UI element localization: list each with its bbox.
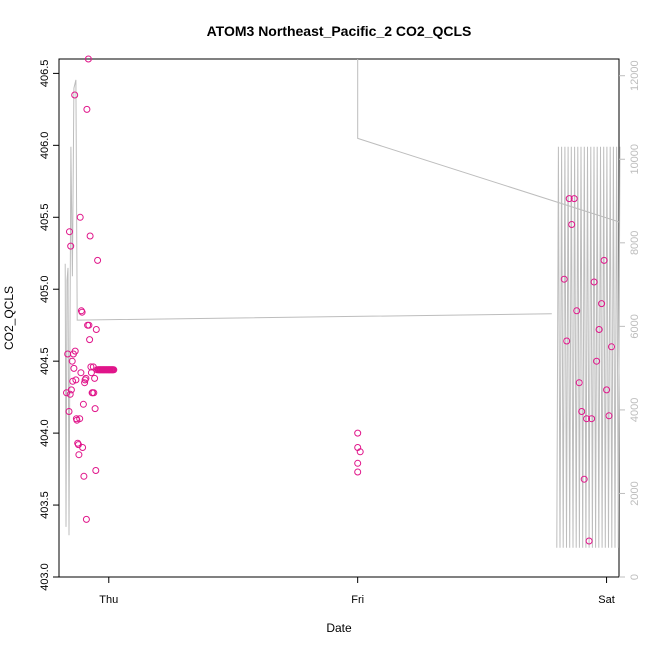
data-point — [72, 376, 80, 384]
data-point — [78, 308, 86, 316]
x-axis-label: Date — [326, 621, 352, 635]
y-tick-label: 406.0 — [39, 132, 51, 160]
y-tick-label: 406.5 — [39, 60, 51, 88]
data-point — [110, 366, 118, 374]
data-point — [91, 374, 99, 382]
y-tick-label: 405.5 — [39, 204, 51, 232]
y2-tick-label: 6000 — [629, 314, 641, 338]
x-tick-label: Thu — [99, 594, 118, 606]
data-point — [90, 389, 98, 397]
y-tick-label: 404.0 — [39, 419, 51, 447]
data-point — [580, 475, 588, 483]
plot-frame — [58, 58, 620, 578]
data-point — [66, 390, 74, 398]
data-point — [563, 337, 571, 345]
data-point — [560, 275, 568, 283]
data-point — [68, 357, 76, 365]
y-axis-label: CO2_QCLS — [2, 286, 16, 350]
data-point — [71, 347, 79, 355]
y-axis: 403.0 403.5 404.0 404.5 405.0 405.5 406.0 406.5 — [39, 60, 59, 591]
data-point — [598, 300, 606, 308]
y-tick-label: 403.5 — [39, 491, 51, 519]
y2-tick-label: 2000 — [629, 481, 641, 505]
data-point — [92, 467, 100, 474]
data-point — [575, 379, 583, 387]
altitude-line — [556, 146, 621, 548]
data-point — [585, 537, 593, 545]
data-point — [77, 369, 85, 377]
data-point — [79, 400, 87, 408]
data-point — [573, 307, 581, 315]
data-point — [600, 256, 608, 264]
data-point — [76, 213, 84, 221]
data-point — [79, 444, 87, 451]
x-tick-label: Fri — [351, 594, 364, 606]
x-tick-label: Sat — [598, 594, 615, 606]
x-axis: Thu Fri Sat — [99, 577, 615, 606]
data-point — [80, 472, 88, 480]
data-point — [94, 256, 102, 264]
y2-tick-label: 12000 — [629, 60, 641, 91]
data-point — [603, 386, 611, 394]
data-point — [595, 326, 603, 333]
data-point — [354, 468, 362, 476]
y-tick-label: 404.5 — [39, 347, 51, 375]
data-point — [354, 459, 362, 467]
data-point — [67, 386, 75, 394]
data-point — [75, 451, 83, 459]
data-point — [91, 405, 99, 413]
y-tick-label: 403.0 — [39, 563, 51, 591]
data-point — [85, 321, 93, 329]
data-point — [71, 91, 79, 99]
data-point — [82, 374, 90, 382]
altitude-line-layer — [64, 59, 621, 548]
data-point — [593, 357, 601, 365]
data-point — [69, 377, 77, 385]
data-point — [588, 415, 596, 423]
data-point — [605, 412, 613, 420]
data-point — [66, 228, 73, 236]
data-point — [87, 369, 95, 377]
y2-tick-label: 8000 — [629, 231, 641, 255]
y2-tick-label: 0 — [629, 574, 641, 580]
data-point — [81, 379, 89, 387]
data-point — [565, 195, 573, 203]
altitude-line — [64, 79, 552, 536]
data-point — [65, 408, 73, 415]
data-point — [568, 221, 576, 228]
points-layer — [63, 55, 615, 545]
data-point — [76, 415, 84, 423]
data-point — [583, 415, 591, 423]
data-point — [83, 105, 91, 113]
y2-axis: 0 2000 4000 6000 8000 10000 12000 — [619, 60, 641, 580]
data-point — [86, 232, 94, 240]
data-point — [570, 195, 578, 203]
data-point — [67, 242, 75, 250]
data-point — [608, 343, 615, 351]
data-point — [84, 55, 92, 63]
y2-tick-label: 4000 — [629, 398, 641, 422]
data-point — [578, 408, 586, 415]
altitude-line — [357, 59, 620, 223]
y-tick-label: 405.0 — [39, 275, 51, 303]
chart-title: ATOM3 Northeast_Pacific_2 CO2_QCLS — [207, 23, 472, 39]
data-point — [354, 429, 362, 437]
data-point — [86, 336, 94, 344]
data-point — [590, 278, 598, 286]
data-point — [356, 448, 364, 456]
data-point — [70, 364, 78, 372]
data-point — [92, 326, 100, 333]
y2-tick-label: 10000 — [629, 144, 641, 175]
data-point — [82, 515, 90, 523]
